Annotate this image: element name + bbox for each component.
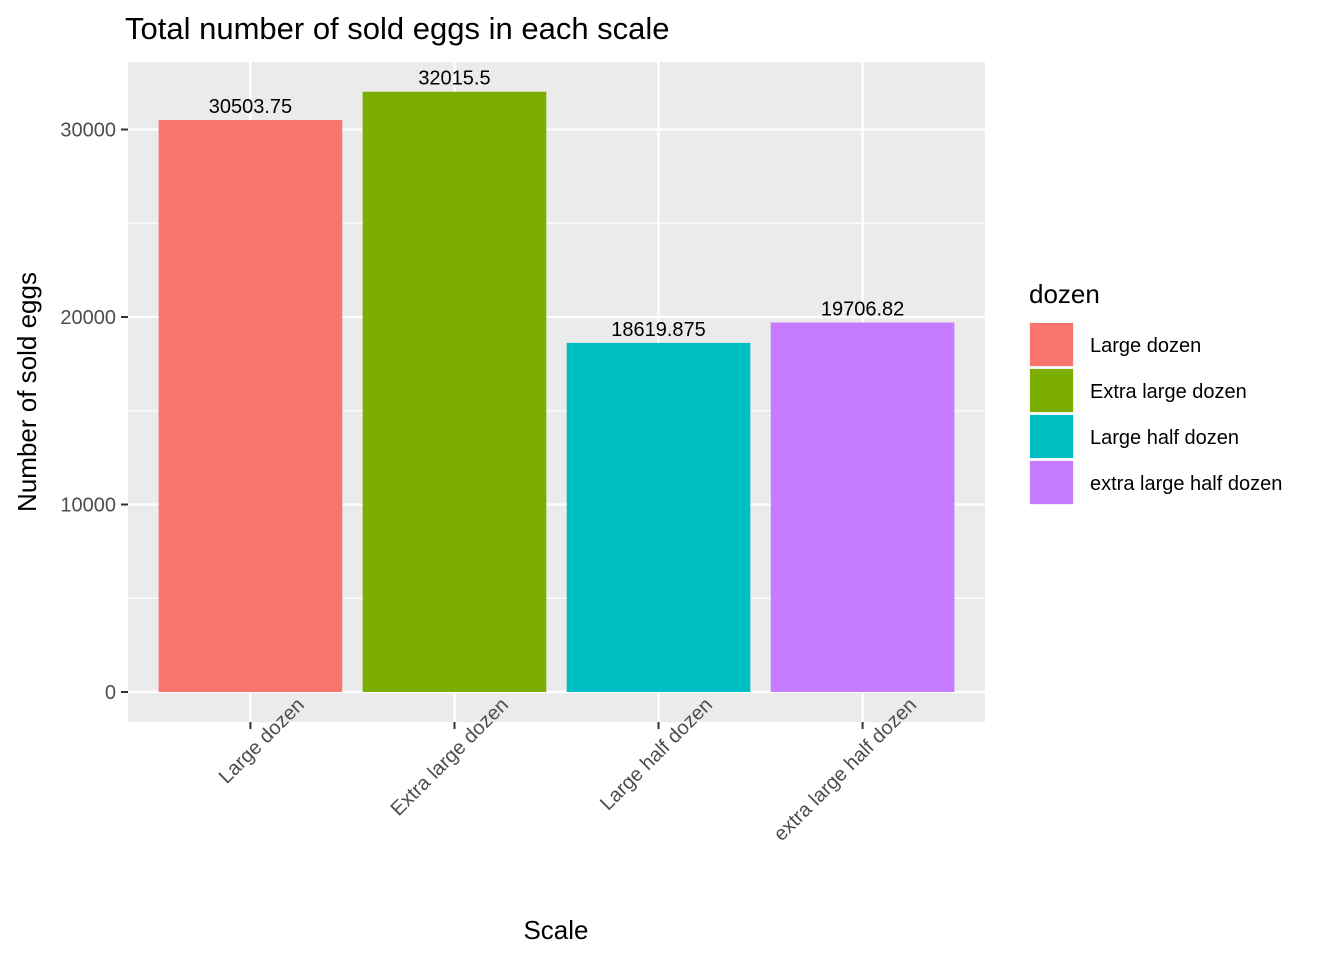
legend-entry-label: Large half dozen [1090,427,1239,449]
legend-title: dozen [1029,279,1100,309]
chart-title: Total number of sold eggs in each scale [125,11,670,46]
bar-value-label: 32015.5 [418,68,490,90]
y-axis: 0 10000 20000 30000 [60,120,128,704]
bar [566,342,751,692]
bar [158,120,343,692]
legend-swatch [1030,415,1073,458]
bar-group [158,91,955,693]
y-axis-title: Number of sold eggs [12,272,42,512]
bar [770,322,955,692]
legend-swatch [1030,461,1073,504]
bar-value-label: 19706.82 [821,298,904,320]
legend-entry-label: Large dozen [1090,335,1201,357]
legend-swatch [1030,369,1073,412]
legend-items: Large dozen Extra large dozen Large half d… [1029,322,1282,505]
y-tick-label: 10000 [60,495,116,517]
bar-value-label: 30503.75 [209,96,292,118]
legend-swatch [1030,323,1073,366]
bar [362,91,547,693]
bar-value-label: 18619.875 [611,319,706,341]
y-tick-label: 20000 [60,307,116,329]
y-tick-label: 30000 [60,120,116,142]
legend-entry-label: extra large half dozen [1090,473,1282,495]
y-tick-label: 0 [105,682,116,704]
x-axis-title: Scale [523,915,588,945]
legend-entry-label: Extra large dozen [1090,381,1247,403]
value-label-group: 30503.75 32015.5 18619.875 19706.82 [209,68,905,341]
